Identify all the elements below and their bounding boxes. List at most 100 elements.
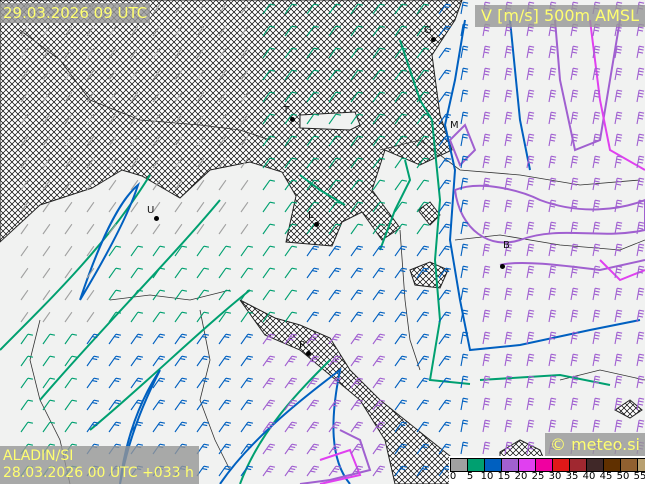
wind-barb	[526, 265, 535, 279]
wind-barb	[438, 135, 452, 147]
wind-barb	[504, 353, 513, 367]
wind-barb	[64, 377, 78, 389]
wind-barb	[592, 199, 601, 213]
wind-barb	[240, 47, 249, 59]
wind-barb	[416, 399, 430, 411]
wind-barb	[306, 135, 320, 147]
wind-barb	[482, 287, 491, 301]
city-dot	[431, 37, 436, 42]
wind-barb	[174, 135, 183, 147]
wind-barb	[152, 355, 166, 367]
wind-barb	[416, 355, 430, 367]
lake-4	[614, 399, 643, 419]
wind-barb	[42, 91, 51, 103]
wind-barb	[218, 355, 232, 367]
wind-barb	[42, 47, 51, 59]
wind-barb	[218, 3, 227, 15]
wind-barb	[20, 47, 29, 59]
wind-barb	[460, 89, 469, 103]
wind-barb	[152, 311, 166, 323]
wind-barb	[20, 223, 29, 235]
wind-barb	[504, 89, 513, 103]
city-dot	[154, 216, 159, 221]
wind-barb	[328, 333, 342, 345]
wind-barb	[284, 157, 298, 169]
wind-barb	[416, 201, 430, 213]
wind-barb	[306, 355, 320, 367]
wind-barb	[482, 375, 491, 389]
wind-barb	[108, 91, 117, 103]
wind-barb	[262, 355, 276, 367]
wind-barb	[438, 47, 452, 59]
sea-south	[239, 299, 461, 484]
wind-barb	[152, 91, 161, 103]
wind-barb	[108, 135, 117, 147]
legend-swatch	[621, 459, 638, 471]
wind-barb	[218, 113, 227, 125]
wind-barb	[108, 201, 117, 213]
wind-barb	[548, 265, 557, 279]
wind-barb	[526, 111, 535, 125]
city-label: U	[147, 205, 155, 216]
wind-barb	[636, 419, 645, 433]
legend-tick: 35	[565, 471, 579, 482]
legend-swatch	[519, 459, 536, 471]
legend-swatch	[451, 459, 468, 471]
wind-barb	[548, 155, 557, 169]
wind-barb	[548, 419, 557, 433]
wind-barb	[614, 45, 623, 59]
wind-barb	[372, 245, 386, 257]
wind-barb	[284, 465, 298, 477]
wind-barb	[306, 399, 320, 411]
wind-barb	[174, 179, 183, 191]
wind-barb	[614, 67, 623, 81]
wind-barb	[284, 421, 298, 433]
wind-barb	[42, 245, 51, 257]
wind-barb	[460, 353, 469, 367]
wind-barb	[284, 113, 298, 125]
wind-barb	[284, 289, 298, 301]
wind-barb	[570, 265, 579, 279]
wind-barb	[152, 47, 161, 59]
wind-barb	[372, 3, 386, 15]
wind-barb	[152, 289, 166, 301]
wind-barb	[614, 221, 623, 235]
legend-swatch	[553, 459, 570, 471]
wind-barb	[174, 157, 183, 169]
wind-barb	[130, 245, 144, 257]
wind-barb	[108, 69, 117, 81]
wind-barb	[86, 245, 95, 257]
wind-barb	[130, 421, 144, 433]
wind-barb	[438, 289, 452, 301]
wind-barb	[394, 267, 408, 279]
wind-barb	[570, 89, 579, 103]
wind-barb	[394, 443, 408, 455]
wind-barb	[108, 355, 122, 367]
wind-barb	[526, 133, 535, 147]
wind-barb	[174, 333, 188, 345]
wind-barb	[570, 309, 579, 323]
wind-barb	[526, 67, 535, 81]
wind-barb	[592, 419, 601, 433]
wind-barb	[416, 377, 430, 389]
lake	[299, 111, 361, 131]
wind-barb	[262, 113, 276, 125]
lake-2	[409, 261, 449, 289]
wind-barb	[328, 289, 342, 301]
wind-barb	[174, 289, 188, 301]
wind-barb	[394, 179, 408, 191]
wind-barb	[482, 309, 491, 323]
wind-barb	[548, 397, 557, 411]
wind-barb	[240, 289, 254, 301]
wind-barb	[64, 333, 78, 345]
wind-barb	[394, 289, 408, 301]
wind-barb	[196, 69, 205, 81]
legend-swatch	[587, 459, 604, 471]
field-title: V [m/s] 500m AMSL	[475, 5, 645, 27]
wind-barb	[196, 289, 210, 301]
wind-barb	[636, 67, 645, 81]
wind-barb	[570, 375, 579, 389]
wind-barb	[460, 441, 469, 455]
wind-barb	[460, 111, 469, 125]
